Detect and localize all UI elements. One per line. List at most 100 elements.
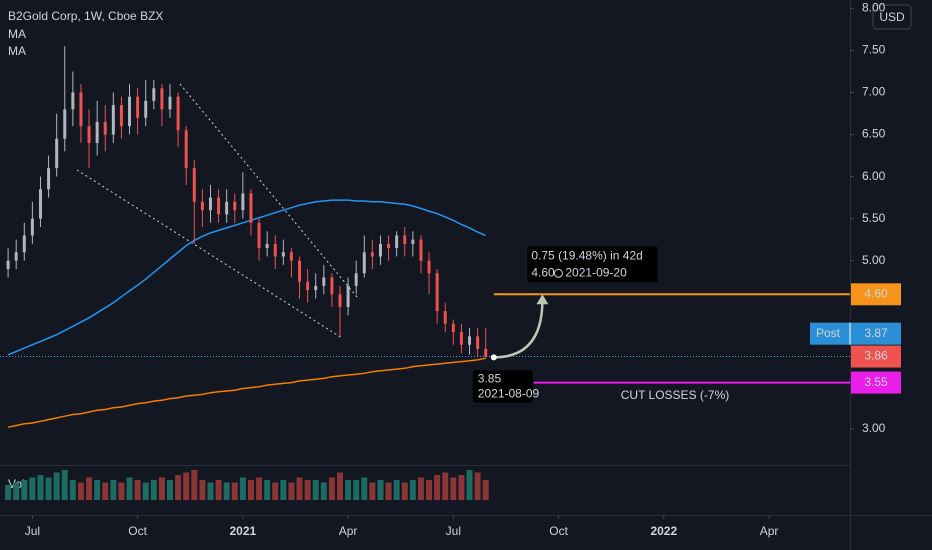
candle-body [184, 130, 188, 169]
x-tick-label: Apr [339, 524, 358, 538]
y-tick-label: 3.00 [862, 421, 886, 435]
volume-bar [158, 477, 165, 500]
candle-body [443, 311, 447, 324]
volume-bar [417, 477, 424, 500]
candle-body [322, 277, 326, 286]
candle-body [241, 193, 245, 211]
volume-bar [21, 480, 28, 500]
volume-bar [167, 480, 173, 500]
candle-body [14, 252, 18, 261]
post-name: Post [816, 326, 841, 340]
trend-line [76, 169, 343, 339]
legend-entry: MA [8, 27, 26, 41]
volume-bar [247, 480, 254, 500]
candle-body [6, 260, 10, 270]
candle-body [298, 260, 302, 282]
candle-body [378, 243, 382, 257]
candle-body [476, 336, 480, 349]
candle-body [168, 96, 172, 110]
candle-body [225, 201, 229, 215]
stop-note: CUT LOSSES (-7%) [621, 388, 729, 402]
candle-body [200, 201, 204, 211]
candle-body [176, 96, 180, 131]
volume-bar [175, 475, 182, 500]
volume-bar [280, 480, 287, 500]
legend-entry: MA [8, 44, 26, 58]
post-value: 3.87 [864, 326, 888, 340]
candle-body [192, 168, 196, 202]
candle-body [346, 285, 350, 307]
volume-bar [393, 480, 400, 500]
candle-body [47, 168, 51, 190]
volume-bar [77, 482, 84, 500]
volume-bar [61, 470, 68, 500]
volume-bar [442, 472, 449, 500]
currency-button-frame[interactable] [872, 4, 912, 30]
volume-bar [223, 482, 230, 500]
candle-body [362, 252, 366, 274]
candle-body [144, 100, 148, 118]
candle-body [395, 235, 399, 249]
candle-body [160, 88, 164, 110]
candle-body [95, 121, 99, 143]
candle-body [79, 92, 83, 127]
ma-line [7, 357, 486, 428]
volume-bar [256, 477, 263, 500]
volume-bar [434, 475, 441, 500]
candle-body [354, 273, 358, 286]
target-label: 4.60 [864, 286, 888, 300]
x-tick-label: 2022 [650, 524, 677, 538]
candle-body [71, 92, 75, 110]
candle-body [419, 239, 423, 261]
candle-body [38, 189, 42, 219]
currency-button[interactable]: USD [872, 4, 912, 30]
last-price-label: 3.86 [864, 349, 888, 363]
volume-bar [86, 477, 93, 500]
candle-body [136, 96, 140, 118]
volume-bar [369, 482, 376, 500]
currency-label[interactable]: USD [879, 10, 905, 24]
candle-body [459, 332, 463, 345]
volume-bar [207, 482, 214, 500]
volume-bar [385, 482, 392, 500]
volume-bar [110, 480, 117, 500]
volume-bar [409, 480, 416, 500]
volume-bar [264, 480, 271, 500]
volume-bar [118, 482, 125, 500]
volume-bar [474, 472, 481, 500]
last-price-badge [851, 345, 901, 368]
y-tick-label: 7.50 [862, 43, 886, 57]
candle-body [257, 222, 261, 249]
chart-title: B2Gold Corp, 1W, Cboe BZX [8, 9, 163, 23]
volume-bar [296, 477, 303, 500]
candle-body [330, 277, 334, 295]
volume-bar [312, 480, 319, 500]
stop-label: 3.55 [864, 375, 888, 389]
x-tick-label: Oct [549, 524, 568, 538]
volume-bar [13, 482, 20, 500]
candle-body [103, 121, 107, 135]
volume-bar [126, 477, 133, 500]
y-tick-label: 8.00 [862, 1, 886, 15]
volume-bar [183, 472, 190, 500]
volume-bar [361, 477, 368, 500]
volume-bar [69, 480, 76, 500]
y-tick-label: 5.00 [862, 253, 886, 267]
projection-target-date: 2021-09-20 [565, 265, 627, 279]
candle-body [128, 96, 132, 127]
candle-body [208, 197, 212, 211]
trend-line [179, 83, 358, 298]
start-date: 2021-08-09 [478, 387, 540, 401]
volume-bar [142, 482, 149, 500]
stop-badge [851, 371, 901, 394]
projection-start [490, 354, 497, 361]
y-tick-label: 6.50 [862, 127, 886, 141]
candle-body [30, 218, 34, 236]
candle-body [249, 193, 253, 223]
volume-bar [134, 480, 141, 500]
candle-body [22, 235, 26, 253]
volume-bar [482, 480, 489, 500]
volume-bar [320, 482, 327, 500]
